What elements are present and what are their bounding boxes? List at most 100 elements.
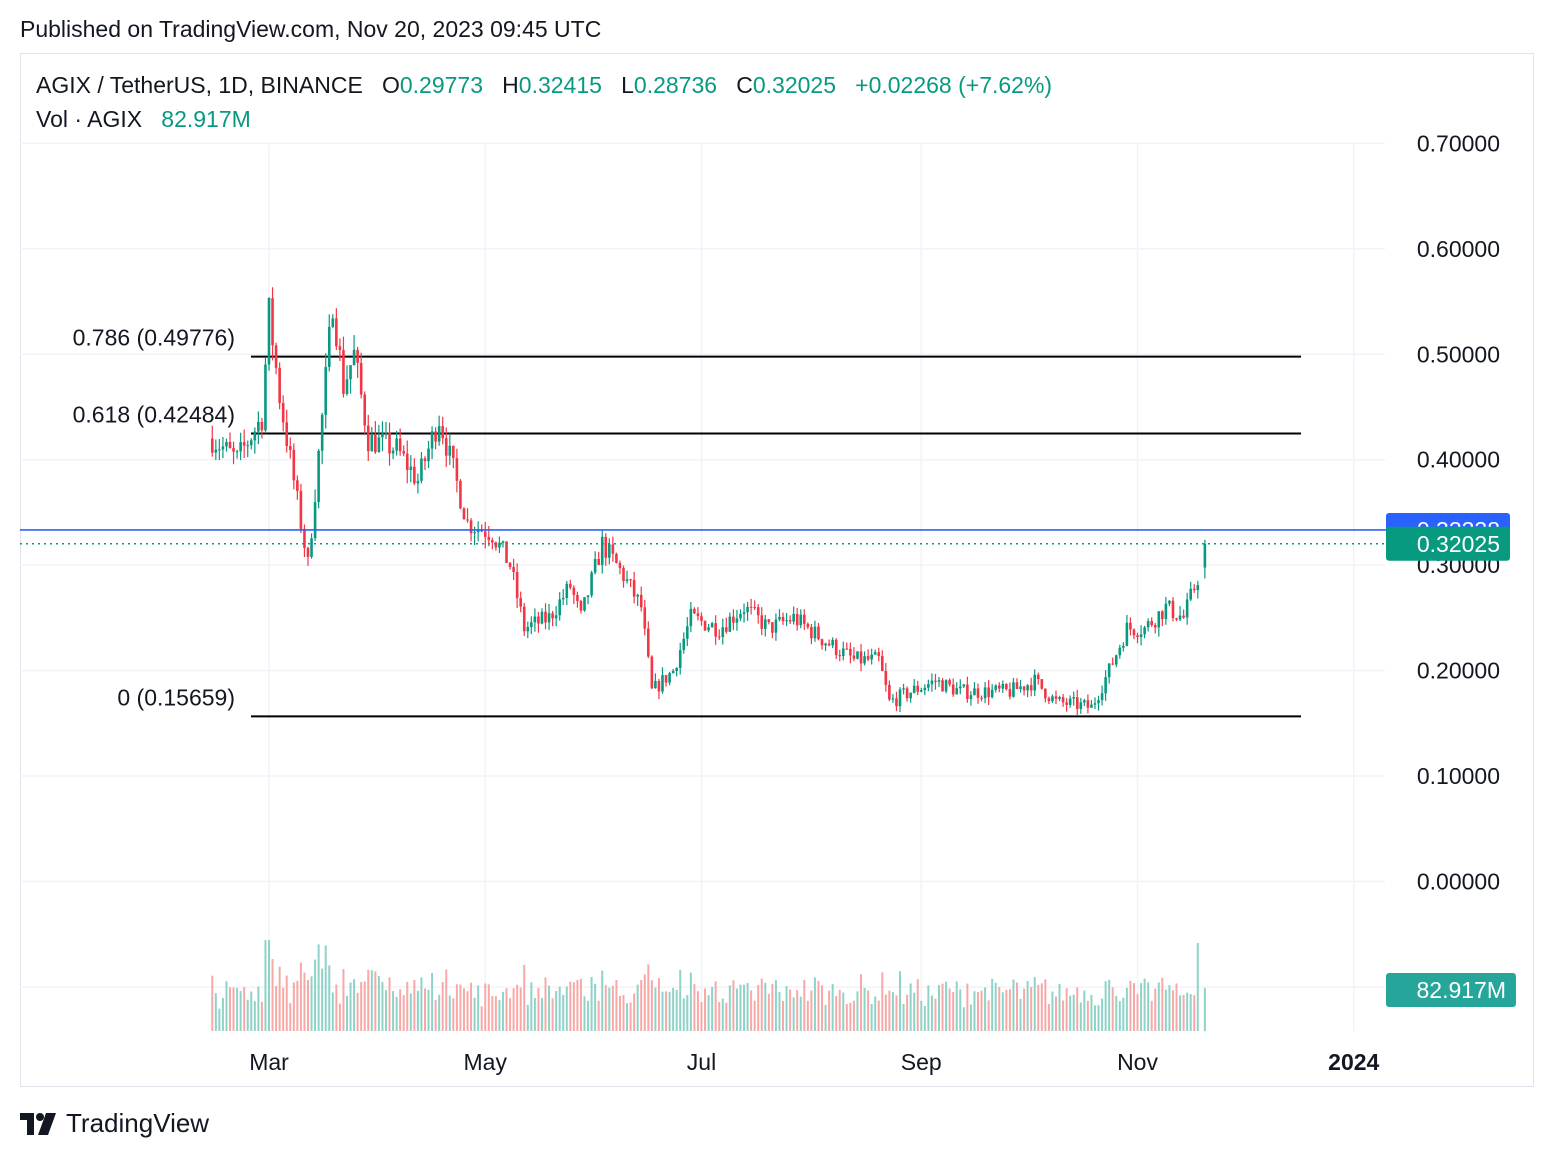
candle-body: [579, 600, 583, 611]
candle-body: [884, 670, 888, 685]
candle-body: [590, 572, 593, 596]
candle-body: [402, 451, 406, 454]
open-label: O: [381, 72, 400, 98]
candle-body: [498, 542, 501, 548]
candle-body: [799, 614, 803, 626]
tradingview-logo-icon: [20, 1112, 56, 1135]
candle-body: [622, 567, 625, 582]
volume-bar: [1065, 988, 1068, 1031]
candle-body: [834, 639, 838, 656]
volume-bar: [356, 992, 359, 1031]
volume-bar: [874, 996, 877, 1031]
candle-body: [831, 639, 834, 646]
candle-body: [806, 623, 810, 628]
volume-bar: [618, 995, 621, 1031]
change-value: +0.02268 (+7.62%): [855, 72, 1053, 98]
volume-bar: [973, 991, 976, 1031]
candle-body: [469, 520, 473, 534]
candlesticks: [210, 287, 1207, 716]
candle-body: [324, 366, 328, 415]
candle-body: [1129, 622, 1132, 630]
volume-bar: [927, 985, 930, 1031]
volume-bar: [218, 1008, 221, 1031]
volume-bar: [774, 980, 777, 1031]
volume-bar: [1005, 989, 1008, 1031]
candle-body: [1104, 677, 1107, 694]
candle-body: [1157, 611, 1161, 628]
volume-bar: [1051, 991, 1054, 1031]
volume-bar: [1104, 981, 1107, 1031]
volume-bar: [406, 981, 409, 1031]
volume-bar: [615, 980, 618, 1031]
candle-body: [395, 438, 398, 451]
candle-body: [1015, 682, 1019, 690]
volume-bar: [629, 1002, 632, 1031]
candle-body: [686, 626, 689, 639]
chart-frame: [20, 53, 1534, 1087]
volume-bar: [1019, 998, 1022, 1031]
volume-bar: [1129, 980, 1132, 1031]
candle-body: [824, 643, 827, 646]
volume-value: 82.917M: [161, 106, 251, 132]
candle-body: [891, 698, 895, 700]
volume-bar: [657, 978, 660, 1031]
volume-bar: [611, 985, 614, 1031]
volume-bar: [959, 989, 962, 1031]
candle-body: [838, 655, 842, 657]
candle-body: [1100, 693, 1104, 701]
volume-bar: [427, 989, 430, 1031]
price-tick-label: 0.10000: [1417, 763, 1500, 789]
volume-bar: [771, 984, 774, 1031]
volume-bar: [626, 1003, 629, 1031]
candle-body: [583, 597, 586, 611]
volume-bar: [622, 995, 625, 1031]
candle-body: [905, 688, 909, 699]
volume-bar: [583, 996, 586, 1031]
candle-body: [714, 623, 717, 637]
candle-body: [693, 608, 696, 614]
candle-body: [310, 538, 313, 557]
candle-body: [785, 620, 788, 622]
candle-body: [625, 579, 629, 582]
candle-body: [1203, 543, 1207, 568]
candle-body: [1196, 585, 1200, 591]
candle-body: [1146, 621, 1150, 628]
candle-body: [866, 656, 870, 660]
candle-body: [661, 675, 664, 692]
footer-brand[interactable]: TradingView: [20, 1108, 209, 1139]
volume-bar: [1140, 983, 1143, 1031]
candle-body: [505, 541, 508, 563]
volume-bar: [934, 998, 937, 1031]
volume-bar: [445, 969, 448, 1031]
candle-body: [1171, 600, 1175, 619]
volume-bar: [462, 988, 465, 1031]
candle-body: [629, 579, 632, 581]
volume-bar: [388, 977, 391, 1031]
candle-body: [257, 421, 260, 432]
candle-body: [671, 670, 675, 674]
volume-bar: [349, 982, 352, 1031]
candle-body: [317, 450, 320, 503]
volume-bar: [750, 990, 753, 1031]
symbol-legend: AGIX / TetherUS, 1D, BINANCE O0.29773 H0…: [36, 72, 1052, 99]
volume-bar: [374, 971, 377, 1031]
candle-body: [405, 453, 409, 471]
volume-bar: [785, 986, 788, 1031]
volume-bar: [484, 983, 487, 1031]
volume-bar: [1101, 998, 1104, 1031]
candle-body: [1033, 674, 1037, 691]
candle-body: [572, 587, 576, 595]
candle-body: [941, 680, 944, 692]
volume-bar: [881, 972, 884, 1031]
volume-bar: [948, 988, 951, 1031]
volume-bar: [718, 1001, 721, 1031]
candle-body: [1192, 588, 1196, 591]
volume-bar: [211, 975, 214, 1031]
candle-body: [1058, 697, 1061, 699]
candle-body: [888, 684, 891, 700]
candle-body: [1164, 603, 1168, 620]
candle-body: [430, 431, 434, 449]
volume-bar: [597, 1000, 600, 1031]
candle-body: [331, 318, 335, 327]
